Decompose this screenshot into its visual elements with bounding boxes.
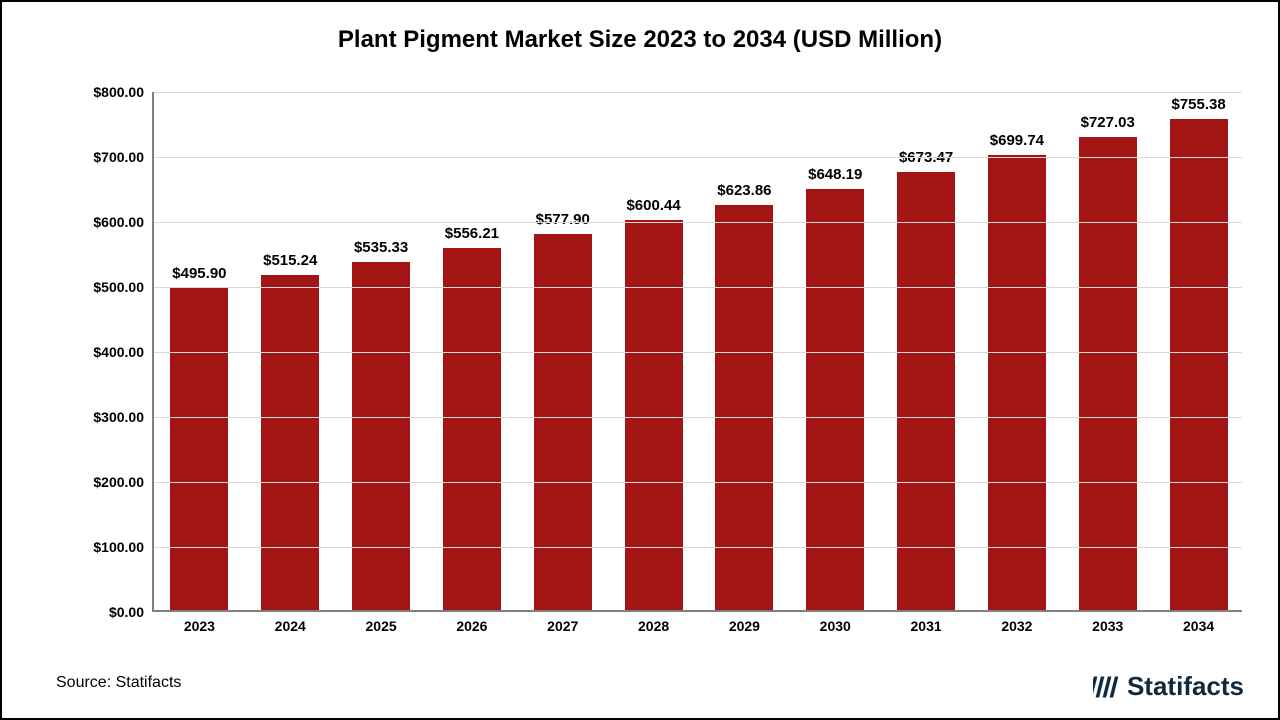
y-tick-label: $300.00 [93,409,144,425]
y-tick-label: $200.00 [93,474,144,490]
chart-frame: Plant Pigment Market Size 2023 to 2034 (… [0,0,1280,720]
y-tick-label: $100.00 [93,539,144,555]
bar-wrap: $727.032033 [1079,114,1137,610]
x-tick-label: 2027 [534,618,592,634]
bar-value-label: $577.90 [536,211,590,228]
bar-value-label: $699.74 [990,132,1044,149]
x-tick-label: 2028 [625,618,683,634]
bar [625,220,683,610]
bar [897,172,955,610]
bar-wrap: $623.862029 [715,182,773,611]
y-tick-label: $700.00 [93,149,144,165]
gridline [154,92,1242,93]
plot-area: $495.902023 $515.242024 $535.332025 $556.21… [152,92,1242,612]
bars-container: $495.902023 $515.242024 $535.332025 $556.21… [154,92,1242,610]
y-tick-label: $600.00 [93,214,144,230]
bar-value-label: $623.86 [717,182,771,199]
brand-logo: Statifacts [1093,671,1244,702]
x-tick-label: 2030 [806,618,864,634]
bar-wrap: $648.192030 [806,166,864,610]
bar [1079,137,1137,610]
x-tick-label: 2026 [443,618,501,634]
brand-stripes-icon [1093,673,1121,701]
bar-value-label: $515.24 [263,252,317,269]
x-tick-label: 2031 [897,618,955,634]
bar-value-label: $727.03 [1081,114,1135,131]
y-tick-label: $500.00 [93,279,144,295]
bar [352,262,410,610]
bar-wrap: $515.242024 [261,252,319,610]
brand-text: Statifacts [1127,671,1244,702]
gridline [154,287,1242,288]
x-tick-label: 2025 [352,618,410,634]
bar-wrap: $755.382034 [1170,96,1228,610]
bar-wrap: $535.332025 [352,239,410,610]
x-tick-label: 2024 [261,618,319,634]
x-tick-label: 2023 [170,618,228,634]
bar [715,205,773,611]
gridline [154,222,1242,223]
bar-wrap: $699.742032 [988,132,1046,610]
gridline [154,157,1242,158]
x-tick-label: 2029 [715,618,773,634]
gridline [154,352,1242,353]
x-tick-label: 2033 [1079,618,1137,634]
y-tick-label: $400.00 [93,344,144,360]
bar-value-label: $535.33 [354,239,408,256]
gridline [154,482,1242,483]
bar [261,275,319,610]
bar-value-label: $556.21 [445,225,499,242]
bar-value-label: $648.19 [808,166,862,183]
bar [988,155,1046,610]
x-tick-label: 2034 [1170,618,1228,634]
bar [170,288,228,610]
gridline [154,417,1242,418]
bar [534,234,592,610]
y-tick-label: $0.00 [109,604,144,620]
bar-wrap: $495.902023 [170,265,228,610]
bar [1170,119,1228,610]
bar-wrap: $600.442028 [625,197,683,610]
y-tick-label: $800.00 [93,84,144,100]
bar-value-label: $755.38 [1171,96,1225,113]
bar-wrap: $673.472031 [897,149,955,610]
bar-value-label: $600.44 [626,197,680,214]
bar-wrap: $577.902027 [534,211,592,610]
bar-value-label: $495.90 [172,265,226,282]
source-text: Source: Statifacts [56,674,181,692]
chart-title: Plant Pigment Market Size 2023 to 2034 (… [2,26,1278,54]
x-tick-label: 2032 [988,618,1046,634]
gridline [154,547,1242,548]
bar [443,248,501,610]
